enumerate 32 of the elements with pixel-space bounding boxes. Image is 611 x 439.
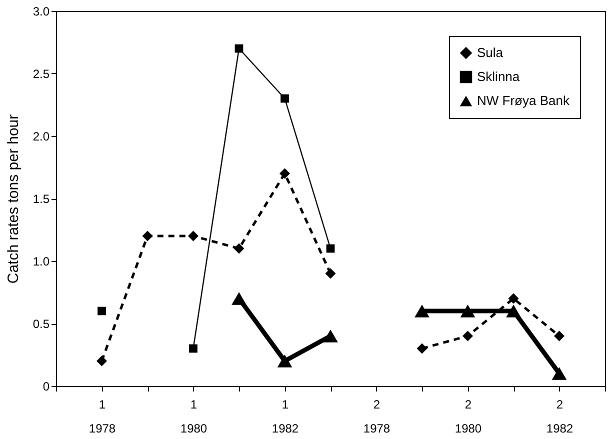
point bbox=[142, 230, 153, 242]
x-tick-label: 1 1980 bbox=[180, 398, 208, 436]
legend-label: Sklinna bbox=[477, 69, 520, 84]
point bbox=[234, 243, 244, 254]
point bbox=[96, 356, 107, 366]
x-tick-label: 2 1982 bbox=[546, 398, 574, 436]
legend-label: NW Frøya Bank bbox=[477, 93, 570, 108]
legend-label: Sula bbox=[477, 45, 504, 60]
x-tick-label: 1 1982 bbox=[272, 398, 299, 436]
y-tick-label: 3.0 bbox=[32, 4, 50, 18]
y-tick-label: 2.5 bbox=[32, 67, 50, 81]
point bbox=[280, 168, 290, 179]
point bbox=[277, 354, 292, 368]
point bbox=[234, 44, 244, 53]
point bbox=[325, 268, 336, 279]
x-tick-label: 2 1978 bbox=[363, 398, 390, 436]
y-tick-label: 1.5 bbox=[32, 192, 50, 206]
point bbox=[552, 367, 567, 380]
point bbox=[326, 244, 335, 253]
point bbox=[232, 292, 246, 305]
x-tick-label: 2 1980 bbox=[454, 398, 482, 436]
y-tick-label: 2.0 bbox=[32, 130, 50, 144]
point bbox=[189, 344, 198, 353]
y-axis-title: Catch rates tons per hour bbox=[4, 114, 22, 284]
point bbox=[323, 330, 338, 342]
y-tick-label: 1.0 bbox=[32, 254, 50, 268]
y-tick-label: 0 bbox=[42, 380, 50, 394]
y-tick-label: 0.5 bbox=[32, 317, 50, 331]
point bbox=[280, 94, 289, 103]
point bbox=[188, 230, 198, 242]
point bbox=[98, 306, 106, 316]
x-tick-label: 1 1978 bbox=[88, 398, 116, 436]
